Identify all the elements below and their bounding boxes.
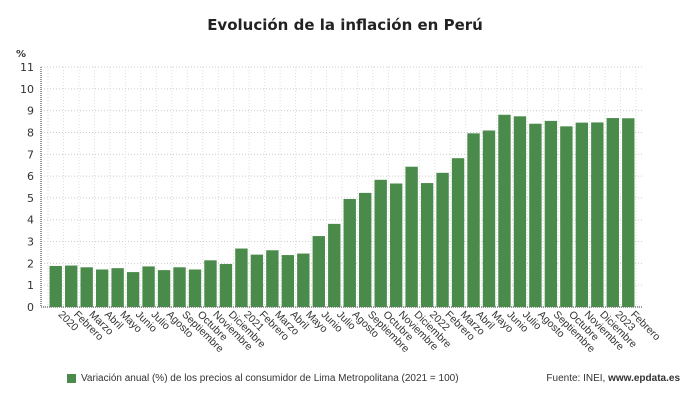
bar [126,272,140,307]
y-tick-label: 2 [27,257,34,270]
bar [95,269,109,307]
legend: Variación anual (%) de los precios al co… [67,373,459,384]
bar [544,120,558,308]
bar [328,223,341,307]
bar [591,122,604,307]
bar [281,255,295,307]
source-note: Fuente: INEI, www.epdata.es [546,373,680,384]
bar [343,199,356,307]
bar [529,123,542,308]
bar [482,130,496,307]
y-tick-label: 9 [27,105,34,118]
legend-swatch [67,374,76,383]
bar [111,268,124,307]
bar [297,253,310,307]
y-tick-label: 3 [27,236,34,249]
bar [389,183,403,307]
bar [80,267,93,307]
bar [405,166,418,307]
y-axis-label: % [16,49,26,60]
bar [142,266,155,307]
bar [204,260,217,307]
bar [560,126,573,307]
bar [235,248,248,307]
bar [436,172,449,307]
y-tick-label: 5 [27,192,34,205]
bar [250,254,264,307]
chart-title: Evolución de la inflación en Perú [207,16,483,34]
y-tick-label: 11 [20,61,34,74]
y-tick-label: 6 [27,170,34,183]
y-tick-label: 8 [27,126,34,139]
bar [188,269,202,307]
bar [420,183,434,307]
source-label: Fuente: INEI, [546,373,609,384]
bar [157,270,171,307]
bar [575,122,589,308]
bar [622,118,635,307]
y-tick-label: 7 [27,148,34,161]
bar [173,267,186,307]
bar-chart: 01234567891011%2020FebreroMarzoAbrilMayo… [16,49,663,355]
y-tick-label: 10 [20,83,34,96]
y-tick-label: 0 [27,301,34,314]
bar [65,265,78,307]
source-site[interactable]: www.epdata.es [608,373,680,384]
y-tick-label: 4 [27,214,34,227]
bar [374,179,387,307]
legend-label: Variación anual (%) de los precios al co… [81,373,459,384]
bar [498,114,511,307]
bar [451,158,465,307]
bar [606,118,619,308]
bar [219,264,233,307]
bar [467,133,480,307]
bar [359,192,372,307]
y-tick-label: 1 [27,279,34,292]
bar [513,116,527,308]
bar [266,250,279,307]
bar [49,265,62,307]
bar [312,236,325,307]
